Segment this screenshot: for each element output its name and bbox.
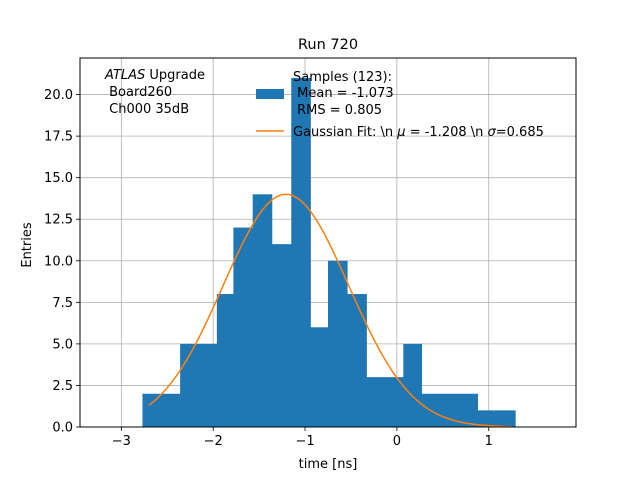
- chart-title: Run 720: [298, 37, 358, 53]
- legend-fit-post: =0.685: [496, 125, 544, 140]
- histogram-bar: [180, 343, 218, 427]
- x-tick-label: 0: [393, 434, 401, 449]
- histogram-bar: [233, 227, 253, 427]
- histogram-bar: [142, 393, 181, 427]
- legend-samples-rms: RMS = 0.805: [293, 103, 382, 118]
- axis-ticks: −3 −2 −1 0 10.02.55.07.510.012.515.017.520.0: [44, 88, 493, 449]
- legend-fit-pre: Gaussian Fit: \n: [293, 125, 397, 140]
- x-tick-label: −3: [112, 434, 131, 449]
- histogram-bar: [477, 410, 516, 427]
- y-tick-label: 7.5: [52, 296, 73, 311]
- y-tick-label: 2.5: [52, 379, 73, 394]
- legend-fit-mid: = -1.208 \n: [406, 125, 488, 140]
- histogram-bar: [347, 294, 367, 427]
- histogram-bar: [271, 244, 292, 427]
- annotation-atlas: ATLAS: [104, 68, 145, 83]
- atlas-annotation: ATLAS Upgrade Board260 Ch000 35dB: [104, 68, 205, 117]
- histogram-bar: [328, 260, 348, 427]
- y-axis-label: Entries: [20, 222, 35, 268]
- histogram-bars: [142, 77, 516, 427]
- histogram-bar: [291, 77, 311, 427]
- gaussian-fit-layer: [148, 193, 512, 428]
- x-tick-label: 1: [485, 434, 493, 449]
- annotation-board: Board260: [105, 85, 172, 100]
- histogram-bar: [366, 377, 404, 427]
- y-tick-label: 10.0: [44, 254, 73, 269]
- y-tick-label: 12.5: [44, 213, 73, 228]
- y-tick-label: 17.5: [44, 130, 73, 145]
- y-tick-label: 0.0: [52, 421, 73, 436]
- annotation-channel: Ch000 35dB: [105, 102, 189, 117]
- histogram-bar: [403, 343, 422, 427]
- legend: Samples (123): Mean = -1.073 RMS = 0.805…: [256, 70, 544, 140]
- histogram-bar: [216, 294, 234, 427]
- x-tick-label: −1: [295, 434, 314, 449]
- legend-fit-sigma: σ: [488, 125, 497, 140]
- x-axis-label: time [ns]: [299, 457, 358, 472]
- axes-frame: [79, 57, 577, 428]
- annotation-upgrade: Upgrade: [145, 68, 205, 83]
- gaussian-fit-curve: [148, 193, 512, 428]
- annotation-line1: ATLAS Upgrade: [104, 68, 205, 83]
- x-tick-label: −2: [204, 434, 223, 449]
- histogram-bar: [252, 194, 273, 427]
- histogram-bar: [310, 327, 329, 427]
- legend-fit-mu: μ: [396, 125, 405, 140]
- legend-fit-label: Gaussian Fit: \n μ = -1.208 \n σ=0.685: [293, 125, 544, 140]
- y-tick-label: 15.0: [44, 171, 73, 186]
- y-tick-label: 5.0: [52, 337, 73, 352]
- legend-samples-line1: Samples (123):: [293, 70, 392, 85]
- y-tick-label: 20.0: [44, 88, 73, 103]
- legend-samples-swatch: [256, 89, 284, 99]
- legend-samples-mean: Mean = -1.073: [293, 86, 394, 101]
